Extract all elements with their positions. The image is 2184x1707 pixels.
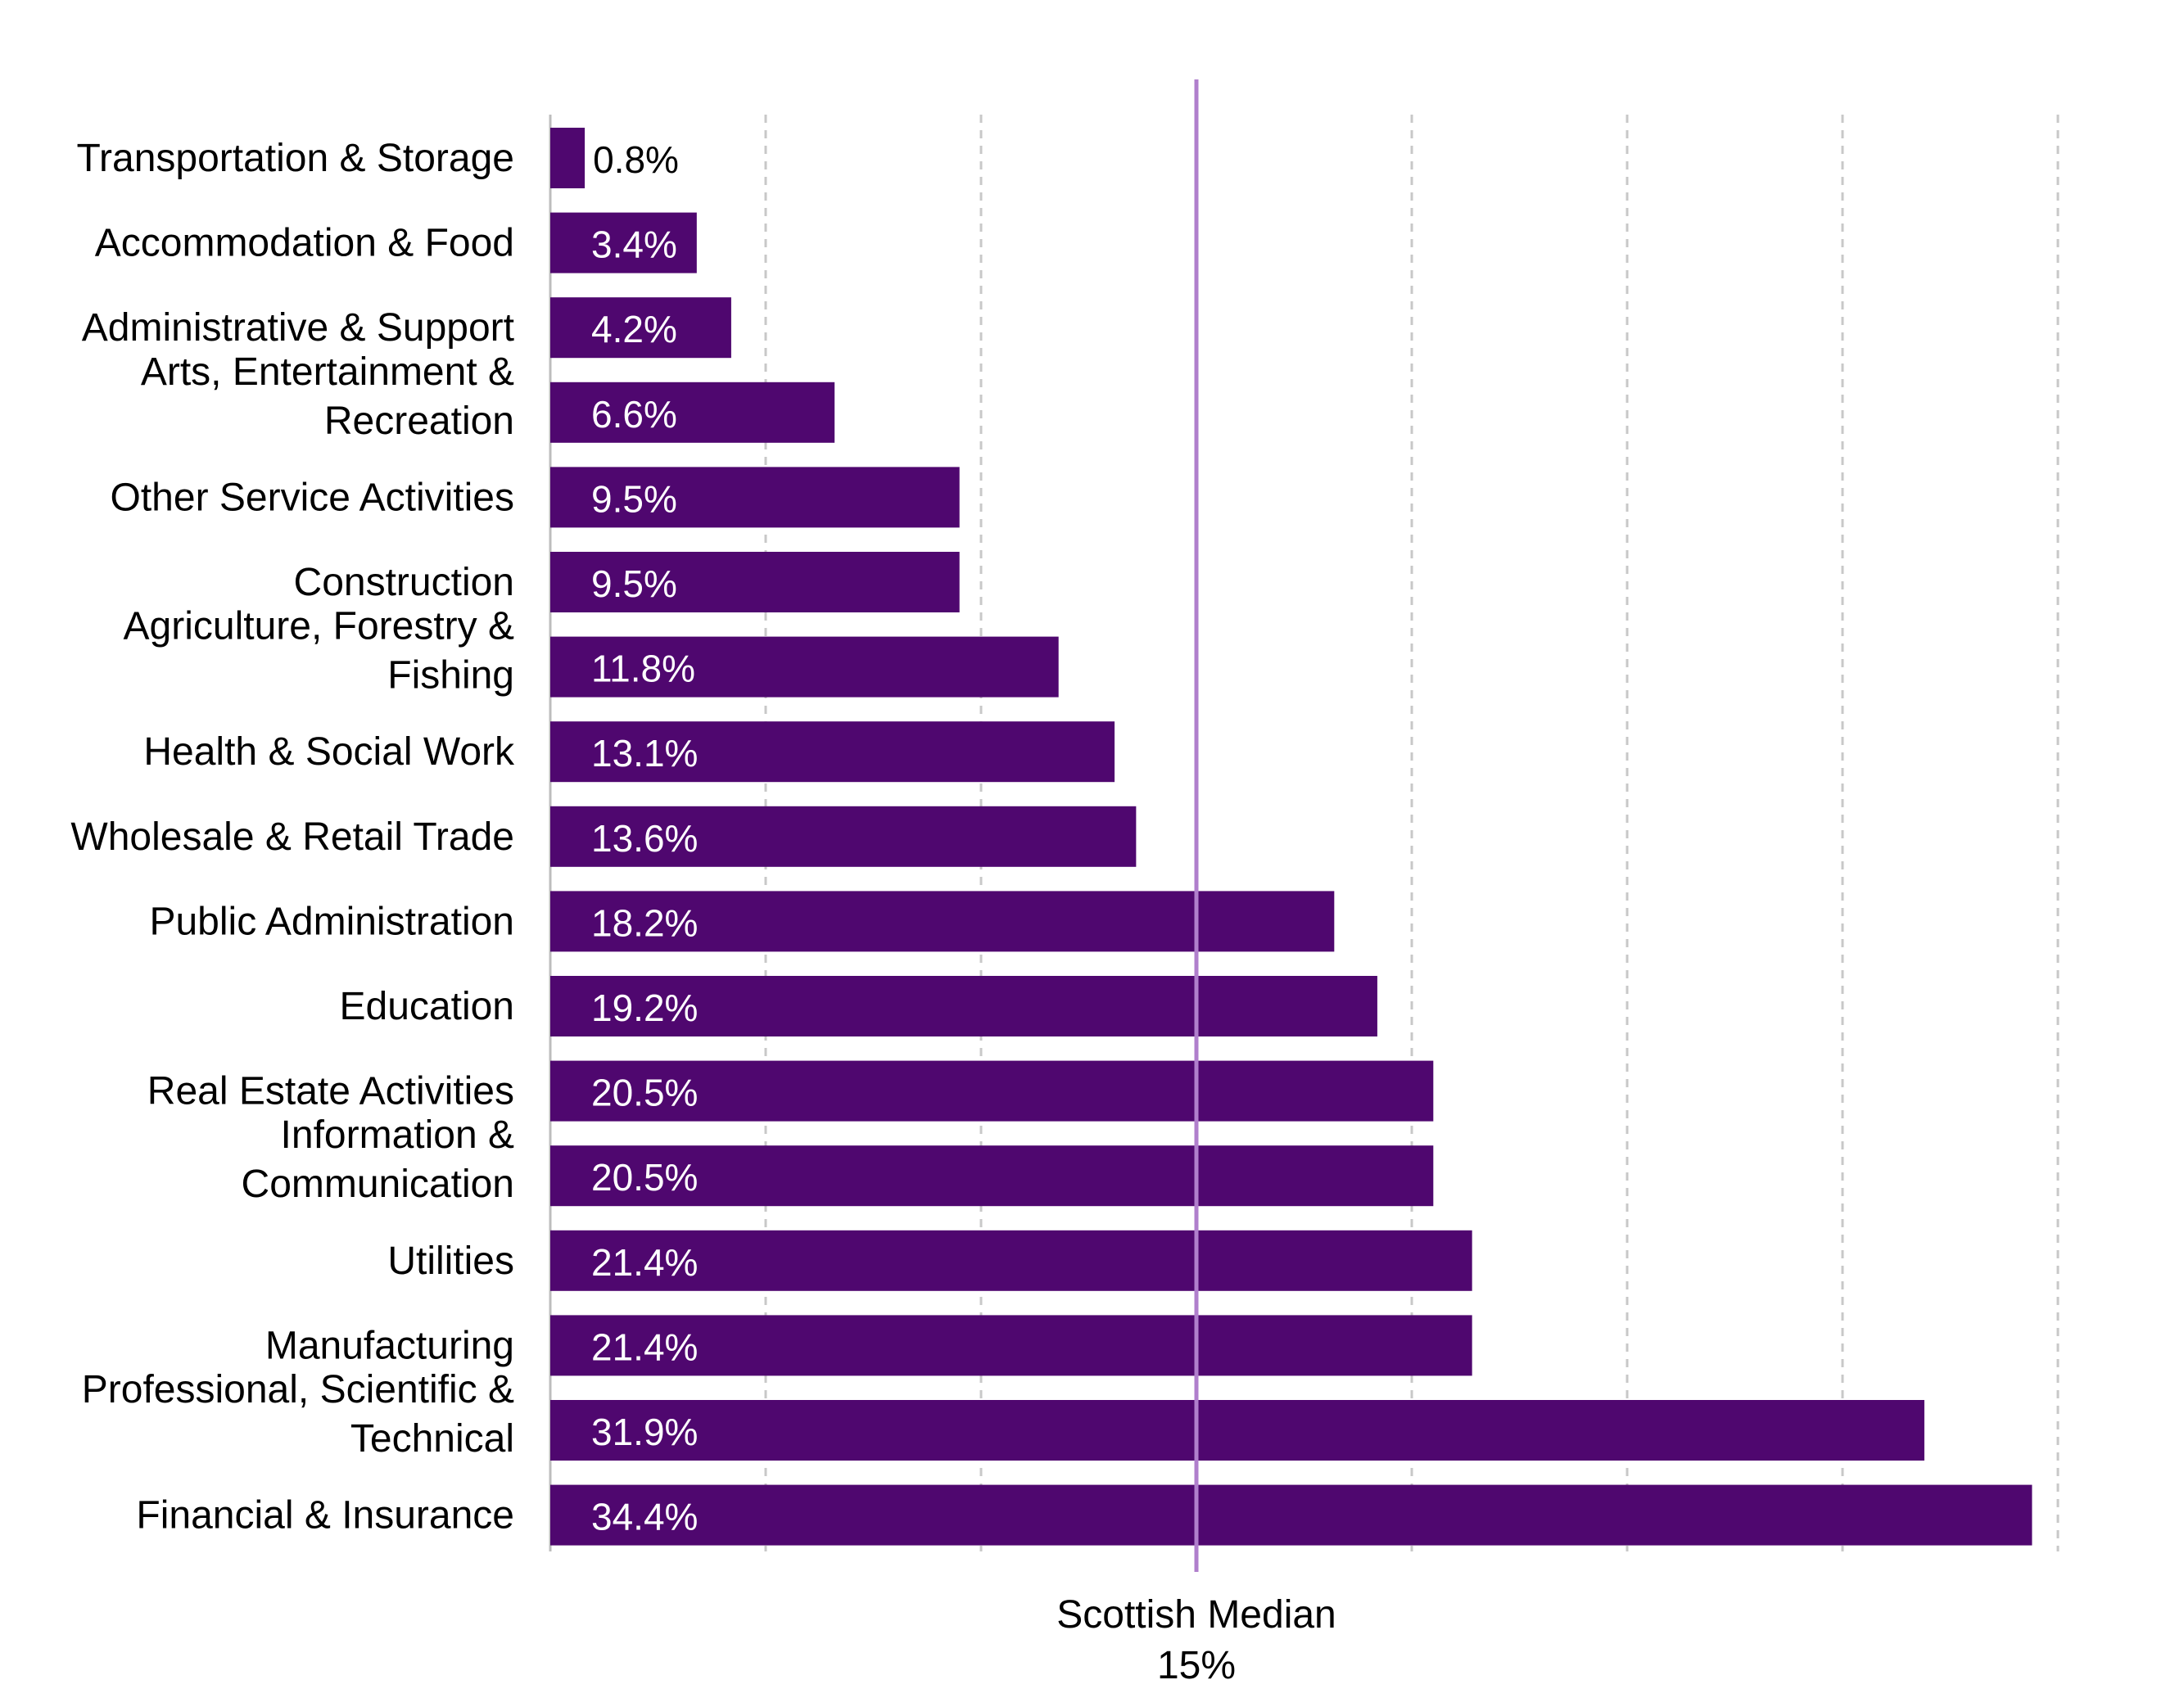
bar [550, 1315, 1472, 1376]
bars [550, 128, 2033, 1546]
bar [550, 128, 586, 188]
bar [550, 382, 835, 443]
data-label: 13.1% [591, 732, 698, 774]
bar [550, 1060, 1434, 1122]
category-label: Wholesale & Retail Trade [70, 815, 514, 859]
category-label: Agriculture, Forestry & Fishing [124, 605, 514, 698]
data-label: 0.8% [593, 138, 679, 181]
data-label: 34.4% [591, 1496, 698, 1538]
bar [550, 467, 960, 528]
category-label: Public Administration [149, 900, 514, 943]
bar [550, 297, 731, 359]
category-labels: Transportation & Storage Accommodation & … [70, 137, 515, 1538]
data-label: 4.2% [591, 308, 677, 350]
category-label: Construction [294, 561, 514, 604]
category-label: Financial & Insurance [136, 1494, 514, 1538]
category-label: Other Service Activities [111, 476, 515, 519]
bar [550, 636, 1059, 698]
median-label: Scottish Median [1056, 1593, 1336, 1637]
data-label: 31.9% [591, 1411, 698, 1453]
data-label: 11.8% [591, 648, 695, 690]
data-label: 21.4% [591, 1241, 698, 1284]
category-label: Arts, Entertainment & Recreation [141, 350, 514, 443]
median-value-label: 15% [1157, 1644, 1236, 1687]
data-label: 9.5% [591, 562, 677, 605]
bar [550, 1484, 2033, 1546]
data-label: 3.4% [591, 224, 677, 266]
category-label: Professional, Scientific & Technical [82, 1368, 514, 1461]
data-label: 20.5% [591, 1072, 698, 1114]
bar [550, 806, 1137, 867]
bar [550, 1145, 1434, 1207]
category-label: Real Estate Activities [147, 1070, 514, 1113]
category-label: Utilities [387, 1240, 514, 1283]
category-label: Manufacturing [265, 1324, 514, 1367]
bar [550, 976, 1377, 1036]
data-label: 19.2% [591, 987, 698, 1029]
bar [550, 1230, 1472, 1291]
data-label: 20.5% [591, 1156, 698, 1199]
category-label: Education [340, 985, 515, 1028]
category-label: Accommodation & Food [95, 222, 514, 265]
data-label: 13.6% [591, 817, 698, 860]
bar [550, 552, 960, 612]
data-label: 9.5% [591, 477, 677, 520]
category-label: Transportation & Storage [76, 137, 514, 180]
category-label: Administrative & Support [82, 306, 514, 350]
data-label: 6.6% [591, 393, 677, 436]
bar [550, 721, 1115, 783]
data-label: 21.4% [591, 1325, 698, 1368]
data-labels: 0.8% 3.4% 4.2% 6.6% 9.5% 9.5% 11.8% 13.1% 13.6% 1… [591, 138, 698, 1538]
bar [550, 212, 697, 273]
bar [550, 891, 1335, 952]
category-label: Information & Communication [242, 1113, 514, 1206]
bar [550, 1400, 1924, 1461]
category-label: Health & Social Work [143, 730, 515, 774]
data-label: 18.2% [591, 901, 698, 944]
